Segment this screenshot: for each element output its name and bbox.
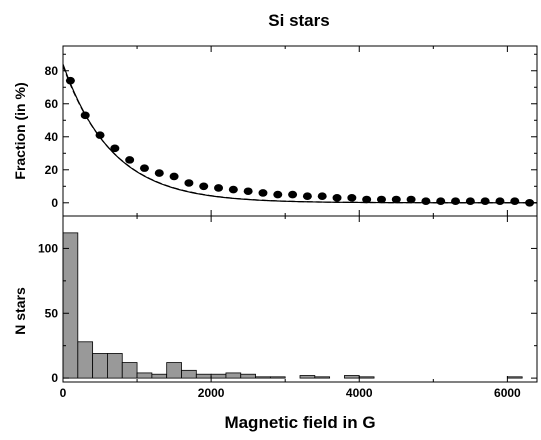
data-point bbox=[436, 197, 446, 205]
top-y-tick-label: 0 bbox=[51, 196, 58, 210]
histogram-bar bbox=[240, 373, 256, 379]
histogram-bar bbox=[358, 376, 375, 379]
data-point bbox=[302, 192, 312, 200]
histogram-bar bbox=[299, 375, 316, 379]
top-y-tick-label: 20 bbox=[45, 163, 59, 177]
histogram-bar bbox=[195, 373, 212, 379]
data-point bbox=[525, 198, 535, 207]
histogram-bar bbox=[181, 369, 197, 379]
x-tick-label: 2000 bbox=[198, 386, 225, 400]
data-point bbox=[184, 179, 194, 187]
x-tick-label: 4000 bbox=[346, 386, 373, 400]
histogram-bar bbox=[121, 362, 138, 379]
solid-fit-curve bbox=[62, 63, 537, 204]
data-point bbox=[347, 194, 357, 202]
data-point bbox=[451, 197, 461, 205]
data-point bbox=[199, 182, 209, 191]
top-panel-frame bbox=[62, 45, 538, 217]
data-point bbox=[495, 197, 505, 205]
data-point bbox=[258, 189, 268, 197]
bottom-y-axis-label: N stars bbox=[12, 287, 28, 335]
data-point bbox=[243, 187, 253, 196]
data-point bbox=[169, 172, 179, 181]
histogram-bar bbox=[255, 376, 271, 379]
histogram-bar bbox=[62, 232, 79, 379]
histogram-bar bbox=[225, 372, 242, 379]
data-point bbox=[214, 184, 224, 192]
top-y-axis-label: Fraction (in %) bbox=[12, 82, 28, 179]
dashed-fit-curve bbox=[62, 65, 537, 204]
fraction-panel: 0 20 40 60 80 bbox=[45, 45, 538, 217]
histogram-bar bbox=[166, 362, 182, 379]
histogram-bar bbox=[506, 376, 523, 379]
data-point bbox=[65, 76, 75, 85]
data-point bbox=[376, 195, 386, 204]
x-axis-label: Magnetic field in G bbox=[224, 413, 375, 432]
data-point bbox=[139, 164, 149, 172]
data-point bbox=[95, 131, 105, 139]
bottom-panel-frame bbox=[62, 215, 538, 383]
data-point bbox=[332, 194, 342, 202]
data-point bbox=[273, 190, 283, 199]
data-point bbox=[80, 111, 90, 120]
bottom-y-tick-label: 100 bbox=[38, 241, 58, 255]
bottom-y-tick-label: 50 bbox=[45, 306, 59, 320]
chart-title: Si stars bbox=[268, 11, 329, 30]
histogram-panel: 0 2000 4000 6000 0 50 100 bbox=[38, 215, 538, 400]
data-point bbox=[362, 195, 372, 204]
data-point bbox=[391, 195, 401, 204]
top-y-tick-label: 80 bbox=[45, 64, 59, 78]
histogram-bar bbox=[269, 376, 286, 379]
data-point bbox=[465, 197, 475, 205]
data-point bbox=[406, 195, 416, 204]
top-y-tick-label: 40 bbox=[45, 130, 59, 144]
histogram-bar bbox=[107, 353, 123, 379]
data-point bbox=[317, 192, 327, 200]
data-point bbox=[288, 190, 298, 199]
x-tick-label: 6000 bbox=[494, 386, 521, 400]
data-point bbox=[421, 197, 431, 205]
data-point bbox=[480, 197, 490, 205]
data-point bbox=[125, 156, 135, 164]
bottom-y-tick-label: 0 bbox=[51, 371, 58, 385]
data-point bbox=[110, 144, 120, 153]
histogram-bar bbox=[344, 375, 360, 379]
histogram-bar bbox=[151, 373, 168, 379]
histogram-bar bbox=[314, 376, 331, 379]
histogram-bar bbox=[77, 341, 94, 379]
x-tick-label: 0 bbox=[60, 386, 67, 400]
data-point bbox=[154, 169, 164, 177]
top-y-tick-label: 60 bbox=[45, 97, 59, 111]
histogram-bar bbox=[210, 373, 227, 379]
data-point bbox=[228, 185, 238, 194]
data-point bbox=[510, 197, 520, 205]
histogram-bar bbox=[92, 353, 108, 379]
histogram-bar bbox=[136, 372, 153, 379]
